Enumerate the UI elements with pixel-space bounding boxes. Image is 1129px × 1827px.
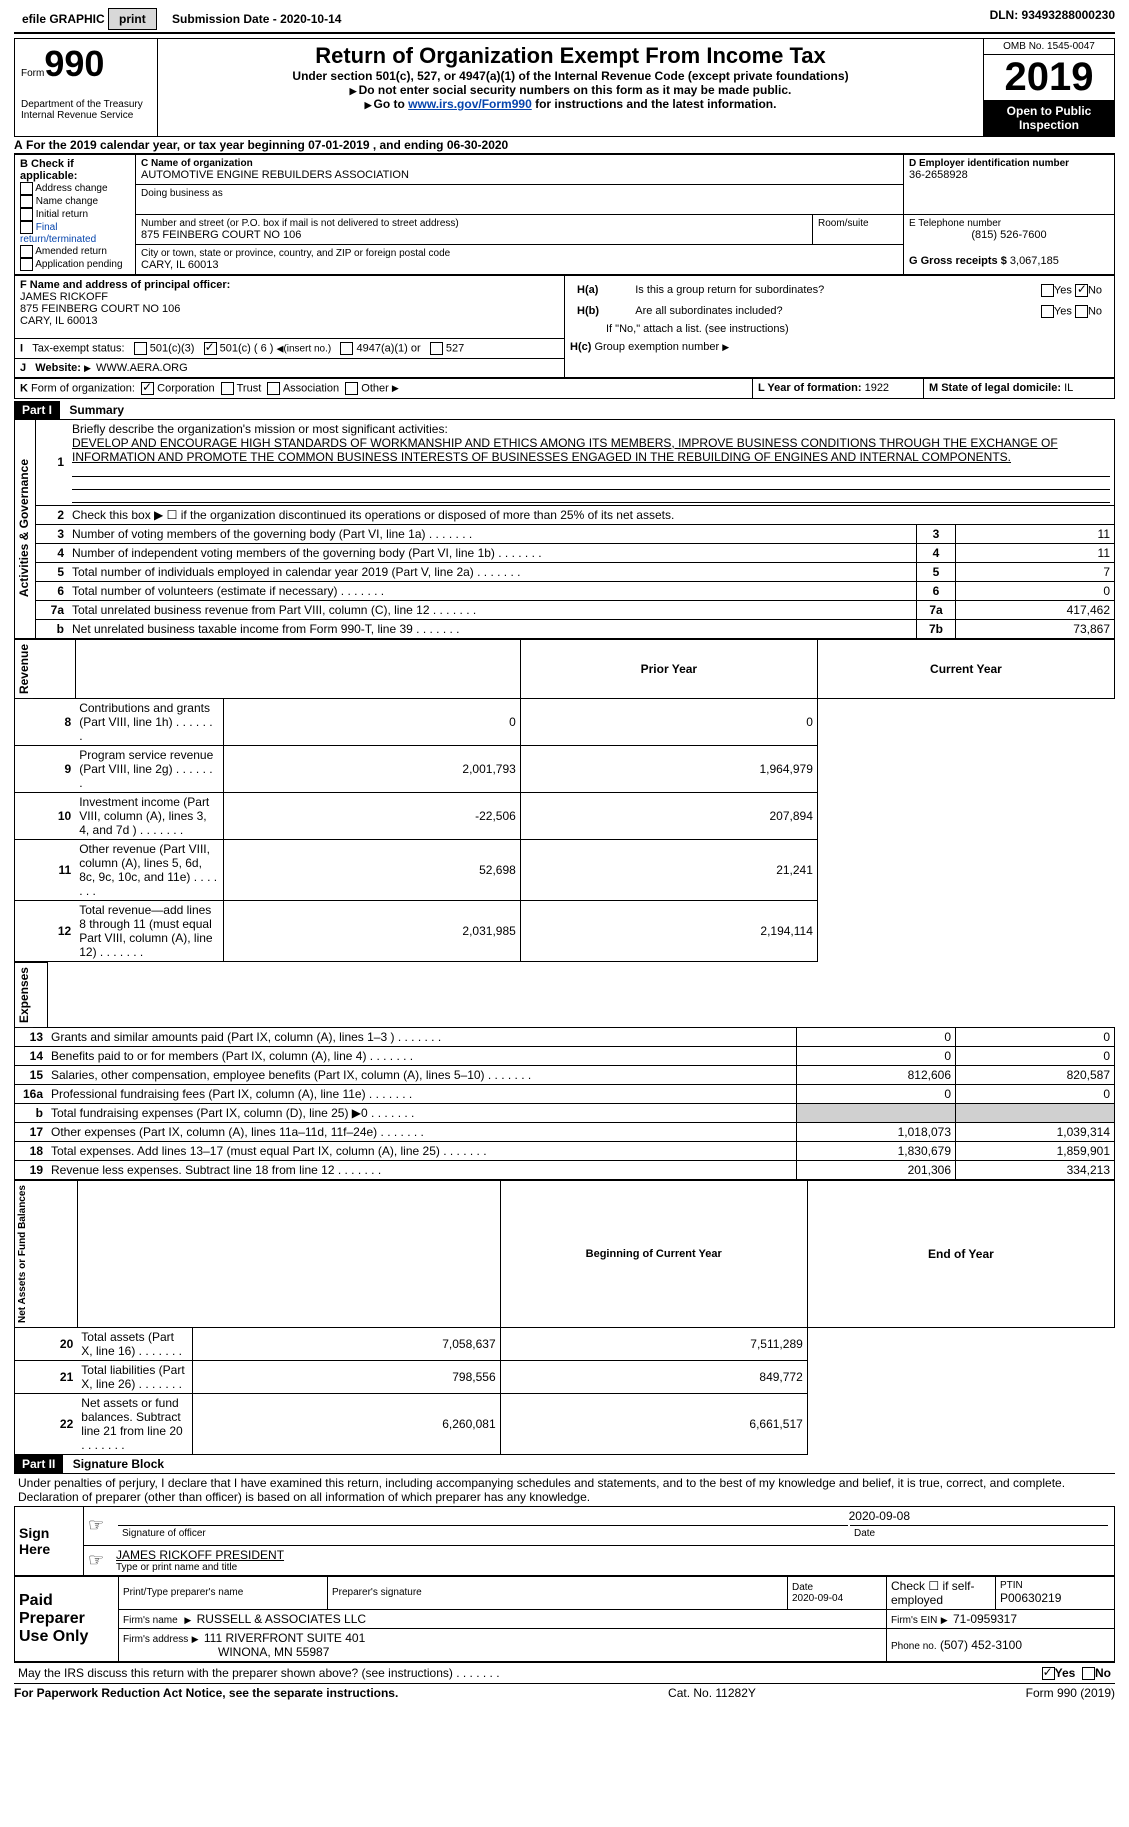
officer-name: JAMES RICKOFF — [20, 291, 559, 303]
omb-number: OMB No. 1545-0047 — [984, 39, 1114, 55]
form-page: efile GRAPHIC print Submission Date - 20… — [0, 0, 1129, 1708]
org-name: AUTOMOTIVE ENGINE REBUILDERS ASSOCIATION — [141, 169, 898, 181]
officer-sig-name: JAMES RICKOFF PRESIDENT — [116, 1548, 1110, 1562]
tax-year: 2019 — [984, 55, 1114, 100]
g-label: G Gross receipts $ — [909, 255, 1007, 267]
rev-label: Revenue — [15, 640, 33, 698]
b-label: B Check if applicable: — [20, 158, 130, 182]
part2-title: Signature Block — [73, 1457, 164, 1471]
identity-block: B Check if applicable: Address change Na… — [14, 154, 1115, 275]
part1-title: Summary — [69, 403, 124, 417]
efile-label: efile GRAPHIC — [22, 12, 105, 26]
form-title: Return of Organization Exempt From Incom… — [164, 43, 977, 69]
instructions-link[interactable]: www.irs.gov/Form990 — [408, 97, 532, 111]
form-subtitle: Under section 501(c), 527, or 4947(a)(1)… — [164, 69, 977, 83]
expense-table: Expenses 13Grants and similar amounts pa… — [14, 962, 1115, 1180]
website-value: WWW.AERA.ORG — [96, 362, 188, 374]
form-number: 990 — [44, 43, 104, 84]
dept-treasury: Department of the Treasury Internal Reve… — [21, 99, 151, 121]
f-h-block: F Name and address of principal officer:… — [14, 275, 1115, 378]
officer-city: CARY, IL 60013 — [20, 315, 559, 327]
open-inspection: Open to Public Inspection — [984, 100, 1114, 136]
line-a: A For the 2019 calendar year, or tax yea… — [14, 137, 1115, 154]
sign-here-block: Sign Here ☞ 2020-09-08 Signature of offi… — [14, 1506, 1115, 1576]
part1-header: Part I — [14, 401, 60, 419]
form-prefix: Form — [21, 68, 44, 79]
perjury-decl: Under penalties of perjury, I declare th… — [14, 1473, 1115, 1506]
k-l-m-block: K Form of organization: Corporation Trus… — [14, 378, 1115, 399]
note-goto-pre: Go to — [373, 97, 408, 111]
net-label: Net Assets or Fund Balances — [15, 1181, 30, 1327]
part1-table: Activities & Governance 1 Briefly descri… — [14, 419, 1115, 639]
exp-label: Expenses — [15, 963, 33, 1027]
firm-name: RUSSELL & ASSOCIATES LLC — [197, 1612, 366, 1626]
gov-label: Activities & Governance — [15, 455, 33, 601]
form-header: Form990 Department of the Treasury Inter… — [14, 38, 1115, 137]
net-table: Net Assets or Fund Balances Beginning of… — [14, 1180, 1115, 1455]
part2-header: Part II — [14, 1455, 63, 1473]
paid-preparer-block: Paid Preparer Use Only Print/Type prepar… — [14, 1576, 1115, 1662]
dln-label: DLN: 93493288000230 — [990, 8, 1115, 22]
officer-addr: 875 FEINBERG COURT NO 106 — [20, 303, 559, 315]
ein-value: 36-2658928 — [909, 169, 1109, 181]
revenue-table: Revenue Prior Year Current Year 8Contrib… — [14, 639, 1115, 962]
discuss-line: May the IRS discuss this return with the… — [14, 1662, 1115, 1683]
top-toolbar: efile GRAPHIC print Submission Date - 20… — [14, 8, 1115, 34]
print-button[interactable]: print — [108, 8, 157, 30]
phone-value: (815) 526-7600 — [909, 229, 1109, 241]
note-ssn: Do not enter social security numbers on … — [359, 83, 792, 97]
note-goto-post: for instructions and the latest informat… — [532, 97, 777, 111]
org-address: 875 FEINBERG COURT NO 106 — [141, 229, 807, 241]
e-label: E Telephone number — [909, 218, 1109, 229]
submission-date: Submission Date - 2020-10-14 — [172, 12, 341, 26]
page-footer: For Paperwork Reduction Act Notice, see … — [14, 1683, 1115, 1700]
d-label: D Employer identification number — [909, 158, 1109, 169]
gross-receipts: 3,067,185 — [1010, 255, 1059, 267]
org-city: CARY, IL 60013 — [141, 259, 898, 271]
mission-text: DEVELOP AND ENCOURAGE HIGH STANDARDS OF … — [72, 436, 1058, 464]
